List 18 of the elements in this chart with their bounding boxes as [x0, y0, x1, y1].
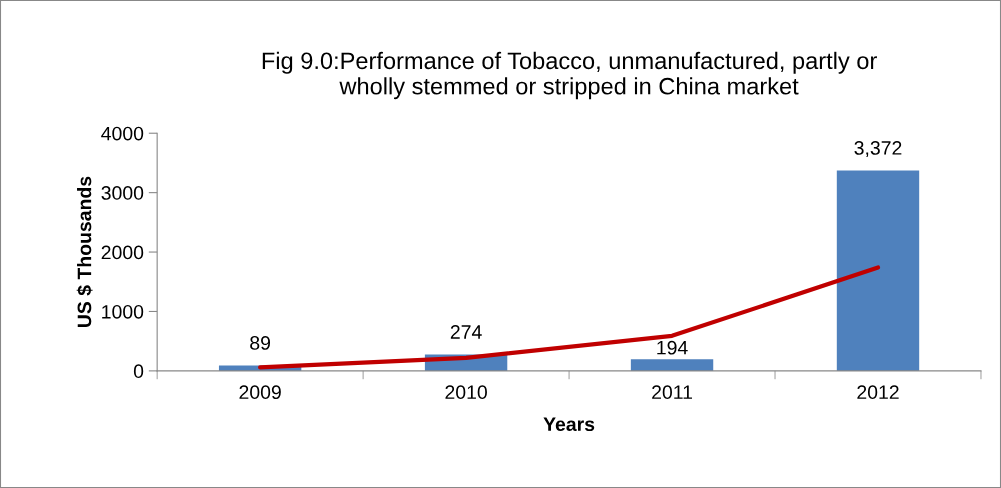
data-label: 89: [250, 336, 271, 350]
data-label: 194: [657, 340, 688, 355]
y-tick-label: 2000: [101, 245, 144, 260]
x-tick-label: 2010: [445, 385, 487, 400]
y-axis-title: US $ Thousands: [76, 176, 93, 328]
x-tick-label: 2009: [239, 385, 281, 400]
y-tick-label: 4000: [101, 126, 144, 141]
bar: [836, 170, 920, 371]
x-tick-label: 2012: [857, 385, 899, 400]
y-tick-label: 1000: [102, 304, 144, 319]
data-label: 274: [450, 325, 482, 339]
y-tick-label: 0: [133, 364, 144, 379]
y-tick-label: 3000: [101, 186, 144, 200]
x-axis-title: Years: [543, 417, 595, 432]
x-tick-label: 2011: [652, 385, 693, 400]
chart-title: Fig 9.0:Performance of Tobacco, unmanufactured, partly or wholly stemmed or stripped in China market: [262, 51, 877, 100]
bar: [630, 359, 714, 371]
data-label: 3,372: [854, 141, 902, 158]
